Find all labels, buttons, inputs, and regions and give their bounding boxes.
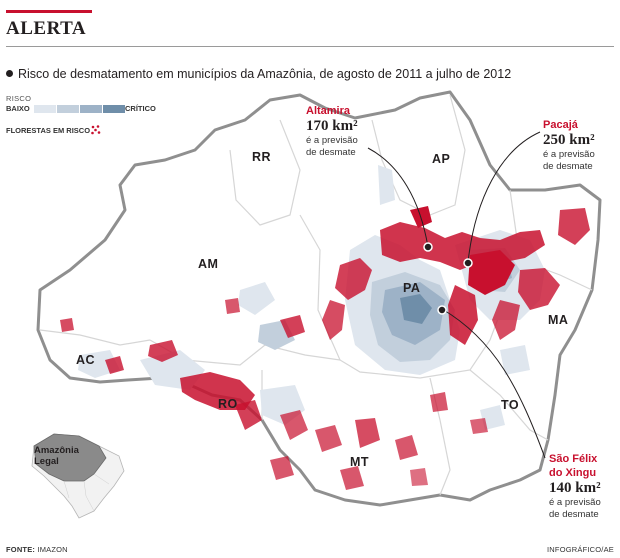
state-label-ac: AC — [76, 353, 96, 367]
forest-legend-label: FLORESTAS EM RISCO — [6, 126, 91, 135]
callout-sao-felix-area: 140 km² — [549, 480, 601, 496]
callout-pacaja-place: Pacajá — [543, 119, 578, 131]
callout-altamira: Altamira 170 km² é a previsão de desmate — [306, 104, 358, 159]
headline: ALERTA — [6, 18, 87, 39]
callout-sao-felix-place2: do Xingu — [549, 467, 597, 479]
callout-altamira-line1: é a previsão — [306, 135, 358, 146]
inset-label: Amazônia Legal — [34, 445, 79, 467]
header-rule — [6, 46, 614, 47]
callout-sao-felix: São Félix do Xingu 140 km² é a previsão … — [549, 452, 601, 521]
callout-altamira-place: Altamira — [306, 105, 351, 117]
callout-altamira-line2: de desmate — [306, 147, 356, 158]
callout-sao-felix-line2: de desmate — [549, 509, 599, 520]
risk-swatch-2 — [57, 105, 79, 113]
state-label-pa: PA — [403, 281, 421, 295]
state-label-to: TO — [501, 398, 520, 412]
state-label-ro: RO — [218, 397, 238, 411]
inset-label-line2: Legal — [34, 456, 59, 467]
brazil-inset-map — [31, 433, 125, 519]
risk-color-scale — [34, 105, 126, 113]
risk-swatch-4 — [103, 105, 125, 113]
source-label: FONTE: — [6, 545, 36, 554]
risk-high-label: CRÍTICO — [125, 104, 156, 113]
forest-risk-dots-icon — [91, 125, 101, 135]
accent-bar — [6, 10, 92, 13]
bullet-icon — [6, 70, 13, 77]
risk-low-label: BAIXO — [6, 104, 30, 113]
subtitle-text: Risco de desmatamento em municípios da A… — [18, 67, 512, 81]
callout-pacaja-area: 250 km² — [543, 132, 595, 148]
state-label-mt: MT — [350, 455, 370, 469]
callout-altamira-area: 170 km² — [306, 118, 358, 134]
risk-swatch-1 — [34, 105, 56, 113]
state-label-am: AM — [198, 257, 219, 271]
source-name: IMAZON — [37, 545, 68, 554]
subtitle: Risco de desmatamento em municípios da A… — [6, 67, 511, 81]
callout-sao-felix-place1: São Félix — [549, 453, 598, 465]
callout-pacaja-line2: de desmate — [543, 161, 593, 172]
inset-label-line1: Amazônia — [34, 445, 79, 456]
source-note: FONTE: IMAZON — [6, 545, 68, 554]
risk-swatch-3 — [80, 105, 102, 113]
state-label-ap: AP — [432, 152, 451, 166]
amazon-map — [36, 90, 602, 507]
callout-pacaja: Pacajá 250 km² é a previsão de desmate — [543, 118, 595, 173]
callout-pacaja-line1: é a previsão — [543, 149, 595, 160]
state-label-ma: MA — [548, 313, 569, 327]
credit-note: INFOGRÁFICO/AE — [547, 545, 614, 554]
state-label-rr: RR — [252, 150, 272, 164]
callout-sao-felix-line1: é a previsão — [549, 497, 601, 508]
risk-legend-title: RISCO — [6, 94, 32, 103]
